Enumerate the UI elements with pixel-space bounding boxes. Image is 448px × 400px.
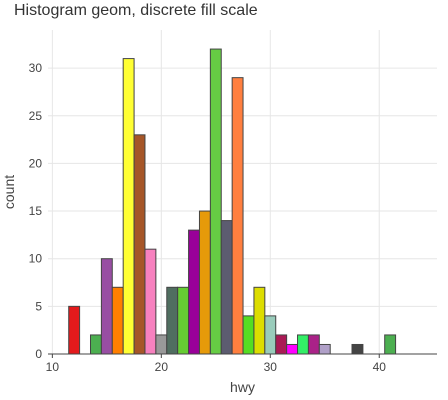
x-axis-title: hwy: [230, 379, 255, 395]
histogram-bar: [68, 305, 81, 355]
x-axis-ticks: 10 20 30 40: [46, 354, 387, 374]
histogram-bar: [209, 48, 222, 355]
y-tick-label: 0: [35, 347, 42, 361]
histogram-bar: [307, 334, 320, 355]
histogram-bar: [111, 286, 124, 355]
histogram-bar: [220, 220, 233, 355]
histogram-bar: [264, 315, 277, 355]
histogram-bar: [89, 334, 102, 355]
y-axis-ticks: 0 5 10 15 20 25 30: [29, 61, 43, 361]
histogram-bar: [188, 229, 200, 355]
histogram-bar: [286, 343, 299, 355]
histogram-bar: [100, 258, 113, 355]
histogram-bar: [275, 334, 288, 355]
histogram-bar: [351, 343, 364, 355]
y-tick-label: 15: [29, 204, 43, 218]
histogram-bar: [297, 334, 309, 355]
histogram-bar: [242, 315, 255, 355]
histogram-bar: [166, 286, 179, 355]
y-tick-label: 25: [29, 109, 43, 123]
y-tick-label: 5: [35, 299, 42, 313]
histogram-bar: [144, 248, 157, 355]
y-tick-label: 20: [29, 156, 43, 170]
histogram-bar: [231, 77, 244, 355]
y-axis-title: count: [1, 175, 17, 209]
y-tick-label: 30: [29, 61, 43, 75]
histogram-bar: [318, 343, 331, 355]
histogram-bar: [133, 134, 146, 355]
histogram-bar: [155, 334, 168, 355]
histogram-bar: [122, 58, 135, 355]
x-tick-label: 20: [155, 360, 169, 374]
x-tick-label: 10: [46, 360, 60, 374]
y-tick-label: 10: [29, 252, 43, 266]
x-tick-label: 30: [264, 360, 278, 374]
histogram-bar: [384, 334, 397, 355]
chart-title: Histogram geom, discrete fill scale: [14, 2, 258, 19]
histogram-bar: [177, 286, 190, 355]
histogram-bars: [68, 48, 397, 355]
x-tick-label: 40: [373, 360, 387, 374]
histogram-bar: [253, 286, 266, 355]
histogram-bar: [198, 210, 211, 355]
